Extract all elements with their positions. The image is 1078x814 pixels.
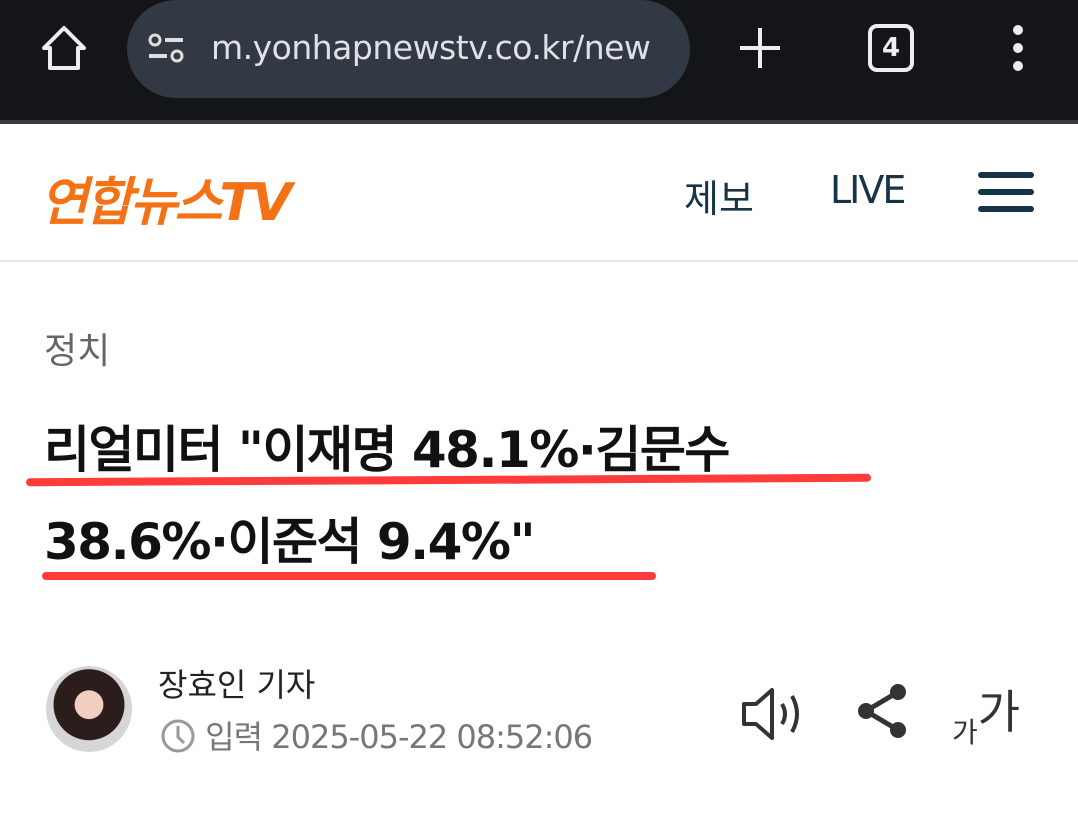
browser-toolbar: m.yonhapnewstv.co.kr/new 4 [0, 0, 1078, 124]
hamburger-menu-icon[interactable] [978, 172, 1034, 212]
more-menu-icon[interactable] [1008, 24, 1028, 72]
font-small-glyph: 가 [952, 716, 978, 749]
nav-live[interactable]: LIVE [830, 168, 906, 212]
site-header: 연합뉴스TV 제보 LIVE [0, 124, 1078, 262]
title-line-1: 리얼미터 "이재명 48.1%·김문수 [44, 421, 730, 479]
title-line-2: 38.6%·이준석 9.4%" [44, 513, 536, 571]
address-bar[interactable]: m.yonhapnewstv.co.kr/new [127, 0, 690, 98]
reporter-avatar [46, 666, 132, 752]
date-value: 2025-05-22 08:52:06 [271, 718, 593, 756]
site-logo[interactable]: 연합뉴스TV [40, 173, 292, 233]
article-title: 리얼미터 "이재명 48.1%·김문수 38.6%·이준석 9.4%" [44, 404, 944, 588]
date-label: 입력 [205, 718, 263, 756]
speaker-icon[interactable] [740, 684, 810, 744]
font-size-button[interactable]: 가가 [952, 676, 1020, 751]
nav-tip[interactable]: 제보 [684, 177, 754, 221]
home-icon[interactable] [40, 24, 88, 72]
site-settings-icon[interactable] [147, 32, 187, 66]
font-large-glyph: 가 [977, 685, 1021, 739]
tab-count: 4 [881, 33, 901, 63]
article-category[interactable]: 정치 [44, 331, 111, 372]
share-icon[interactable] [856, 682, 910, 740]
publish-date: 입력 2025-05-22 08:52:06 [160, 712, 593, 758]
new-tab-icon[interactable] [738, 26, 782, 70]
clock-icon [161, 719, 195, 753]
tab-count-button[interactable]: 4 [868, 24, 914, 72]
highlight-underline [42, 572, 656, 580]
reporter-name[interactable]: 장효인 기자 [158, 666, 316, 704]
url-text: m.yonhapnewstv.co.kr/new [211, 28, 651, 67]
